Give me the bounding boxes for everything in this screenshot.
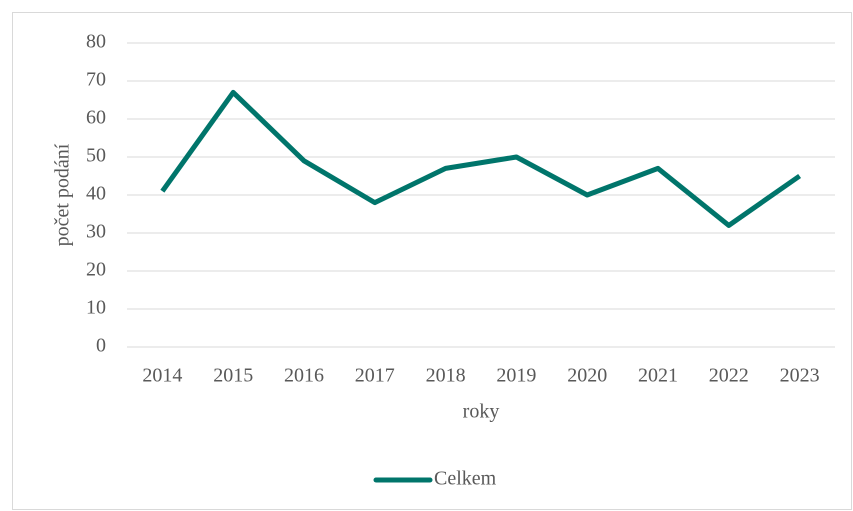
- y-axis-label: počet podání: [52, 143, 74, 246]
- y-tick-label: 0: [96, 335, 106, 357]
- x-tick-label: 2017: [355, 365, 395, 387]
- legend-label: Celkem: [434, 468, 497, 490]
- x-tick-label: 2015: [213, 365, 253, 387]
- y-tick-label: 60: [86, 107, 106, 129]
- x-tick-label: 2019: [496, 365, 536, 387]
- y-tick-label: 50: [86, 145, 106, 167]
- line: [160, 89, 802, 228]
- x-tick-label: 2016: [284, 365, 324, 387]
- x-axis-label: roky: [463, 401, 500, 423]
- y-tick-label: 80: [86, 31, 106, 53]
- y-tick-label: 10: [86, 297, 106, 319]
- y-tick-label: 20: [86, 259, 106, 281]
- x-tick-label: 2014: [142, 365, 182, 387]
- y-tick-label: 40: [86, 183, 106, 205]
- x-tick-label: 2021: [638, 365, 678, 387]
- y-tick-label: 30: [86, 221, 106, 243]
- y-tick-label: 70: [86, 69, 106, 91]
- x-tick-label: 2022: [709, 365, 749, 387]
- chart-border: [12, 12, 852, 510]
- x-tick-label: 2018: [426, 365, 466, 387]
- x-tick-label: 2023: [780, 365, 820, 387]
- x-tick-label: 2020: [567, 365, 607, 387]
